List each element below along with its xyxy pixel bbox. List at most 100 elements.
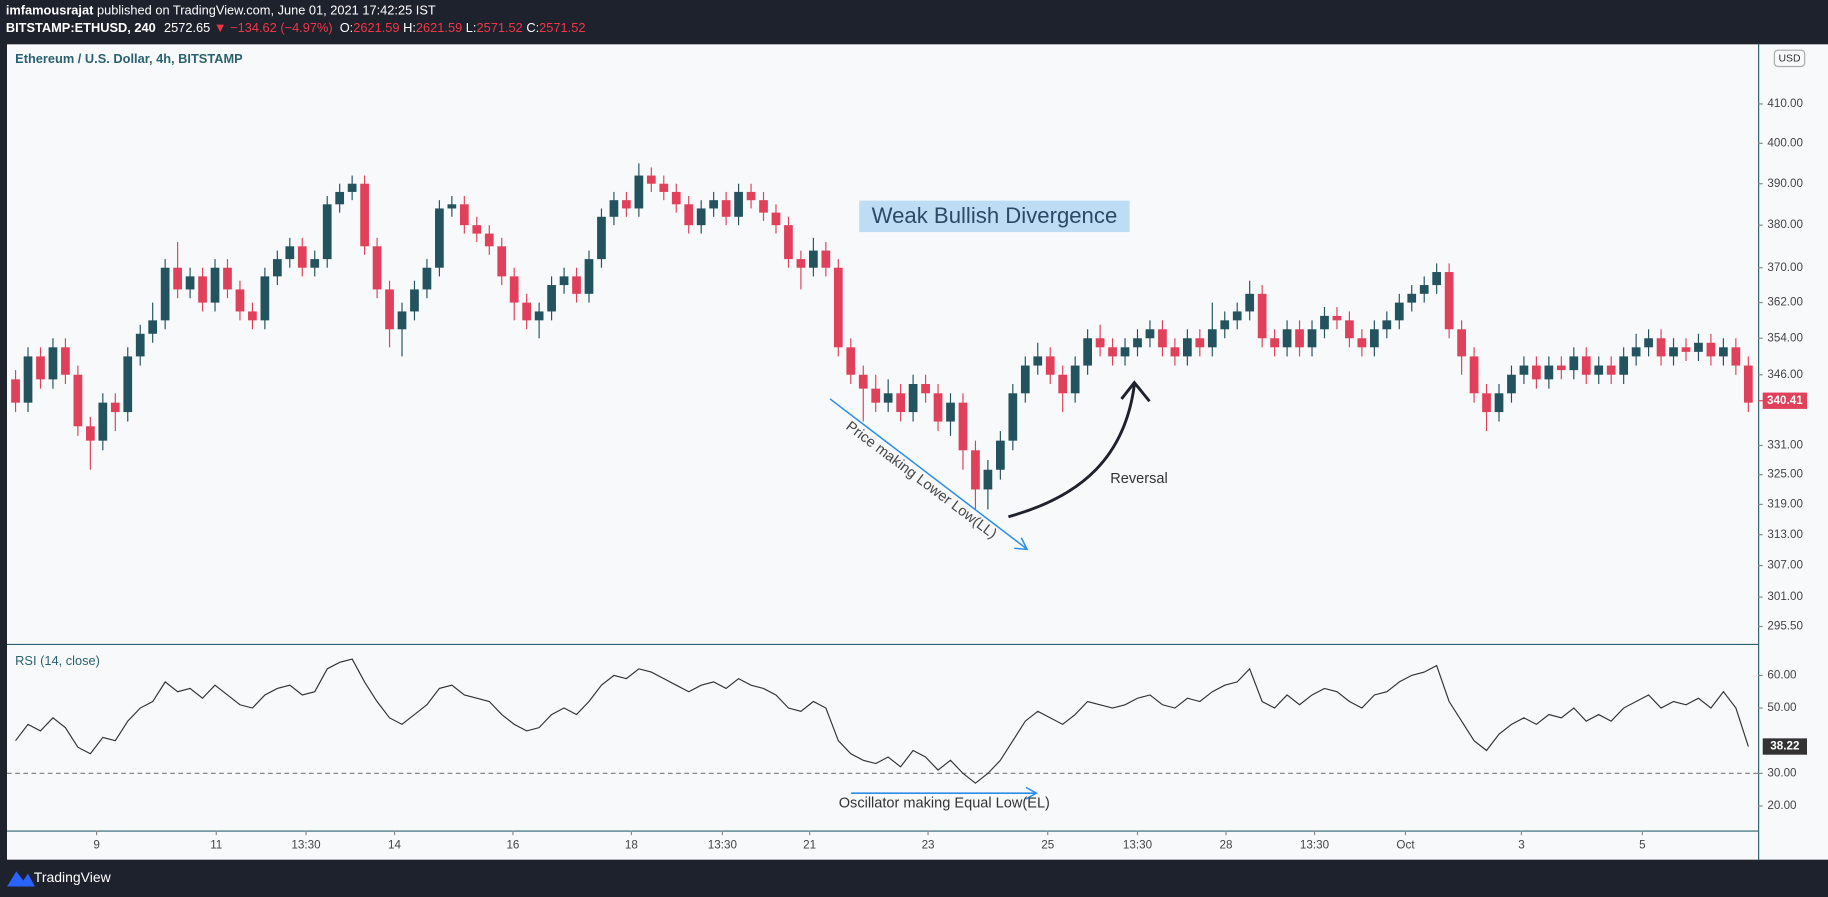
candle-body (1706, 342, 1716, 357)
candle-body (609, 200, 619, 217)
candle-body (1158, 329, 1167, 348)
lower-low-arrow (829, 398, 1027, 549)
x-tick-label: 11 (210, 839, 222, 852)
candle-body (1519, 365, 1529, 375)
candle-body (435, 208, 444, 268)
candle-body (110, 402, 120, 413)
candle-body (1332, 315, 1342, 321)
candle-body (634, 175, 644, 209)
x-tick-label: 18 (625, 839, 638, 852)
candle-body (1644, 338, 1653, 348)
candle-body (1656, 338, 1666, 357)
candle-body (1207, 329, 1217, 348)
reversal-label: Reversal (1110, 471, 1167, 487)
y-tick-label: 325.00 (1767, 468, 1803, 481)
x-tick-label: 13:30 (1300, 839, 1330, 852)
candle-body (784, 225, 793, 260)
candle-body (833, 267, 843, 348)
candle-body (347, 183, 357, 192)
candle-body (908, 383, 918, 413)
rsi-y-tick-label: 60.00 (1767, 668, 1797, 681)
rsi-y-tick-label: 20.00 (1767, 799, 1797, 812)
y-tick-label: 295.50 (1767, 620, 1803, 633)
last-price-box (1762, 392, 1808, 409)
ohlc-label: O: (340, 21, 354, 36)
candle-body (1556, 365, 1566, 371)
candle-body (671, 191, 681, 205)
candle-body (1407, 293, 1417, 303)
y-tick-label: 410.00 (1767, 97, 1803, 110)
candle-body (1282, 329, 1292, 348)
candle-body (85, 426, 95, 441)
candle-body (1033, 356, 1043, 366)
x-tick-label: Oct (1396, 839, 1415, 852)
ohlc-value: 2571.52 (477, 21, 523, 36)
candle-body (11, 379, 20, 403)
candle-body (759, 200, 768, 213)
candle-body (272, 259, 282, 277)
candle-body (983, 469, 993, 490)
candle-body (235, 289, 245, 312)
candle-body (397, 311, 407, 330)
candle-body (285, 246, 295, 260)
candle-body (1257, 293, 1267, 339)
candle-body (809, 250, 818, 268)
time-scale (6, 830, 1759, 860)
candle-body (696, 208, 706, 226)
arrow-head (1014, 537, 1029, 551)
candle-body (1369, 329, 1379, 348)
candle-body (1270, 338, 1279, 348)
candle-body (1669, 347, 1678, 357)
candle-body (1394, 302, 1404, 321)
candle-body (472, 225, 482, 234)
candle-body (1108, 347, 1117, 357)
candle-body (322, 204, 332, 260)
rsi-title: RSI (14, close) (15, 653, 100, 668)
candle-body (1457, 329, 1466, 357)
ohlc-value: 2621.59 (353, 21, 399, 36)
arrow-head (1120, 380, 1151, 403)
x-tick-label: 3 (1518, 839, 1524, 852)
candle-body (622, 200, 631, 209)
y-tick-label: 313.00 (1767, 528, 1803, 541)
candle-body (1345, 320, 1354, 339)
y-tick-label: 400.00 (1767, 136, 1803, 149)
x-tick-label: 9 (93, 839, 99, 852)
candle-body (1058, 374, 1068, 394)
candle-body (1245, 293, 1255, 312)
candle-body (646, 175, 656, 184)
marks: 295.50 301.00 307.00 313.00 319.00 325.00 331.… (6, 97, 1804, 852)
divergence-label: Weak Bullish Divergence (872, 203, 1118, 228)
price: 2572.65 (164, 21, 210, 36)
candle-body (459, 204, 469, 226)
candle-body (1469, 356, 1479, 394)
author: imfamousrajat (6, 3, 94, 18)
candle-body (1419, 285, 1429, 294)
candle-body (497, 246, 507, 277)
header-line: imfamousrajat published on TradingView.c… (6, 3, 436, 18)
candle-body (410, 289, 419, 312)
candle-body (597, 216, 606, 260)
candle-body (559, 276, 569, 286)
candle-body (98, 402, 108, 441)
candle-body (1694, 342, 1703, 352)
ohlc-label: H: (403, 21, 416, 36)
published: published on TradingView.com, June 01, 2… (97, 3, 436, 18)
candle-body (883, 393, 893, 403)
candle-body (310, 259, 320, 268)
x-tick-label: 25 (1041, 839, 1054, 852)
candle-body (148, 320, 158, 334)
y-tick-label: 346.00 (1767, 368, 1803, 381)
candle-body (746, 191, 756, 201)
candle-body (1544, 365, 1554, 380)
candle-body (123, 356, 133, 413)
currency-box (1773, 49, 1806, 68)
candle-body (709, 200, 719, 209)
candle-body (1232, 311, 1242, 321)
candle-body (1170, 347, 1180, 357)
candle-body (871, 388, 881, 403)
candle-body (846, 347, 856, 375)
x-tick-label: 13:30 (708, 839, 738, 852)
candle-body (297, 246, 307, 268)
candle-body (1320, 315, 1329, 330)
